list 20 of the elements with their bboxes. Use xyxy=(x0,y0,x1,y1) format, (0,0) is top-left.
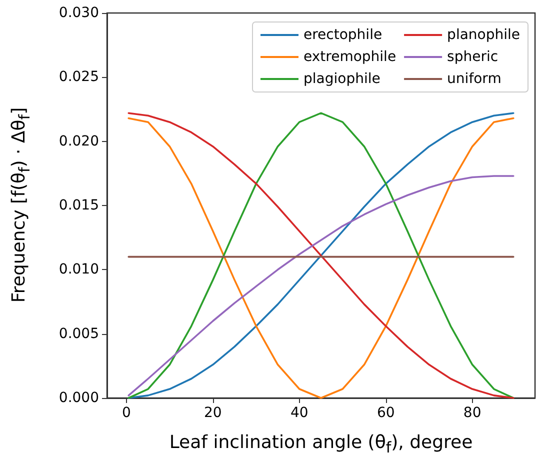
x-tick-label: 80 xyxy=(463,405,482,421)
y-tick-label: 0.010 xyxy=(58,262,99,278)
y-tick-label: 0.020 xyxy=(58,133,99,150)
y-tick-label: 0.000 xyxy=(58,390,99,406)
legend-label: planophile xyxy=(447,27,520,43)
line-series xyxy=(128,175,514,396)
legend-label: erectophile xyxy=(303,27,382,43)
x-tick-label: 0 xyxy=(122,405,131,421)
y-tick-label: 0.025 xyxy=(58,69,99,86)
y-tick-label: 0.005 xyxy=(58,326,99,342)
legend-label: spheric xyxy=(447,49,498,65)
x-tick-label: 60 xyxy=(376,405,395,421)
x-tick-label: 20 xyxy=(204,405,222,421)
y-tick-label: 0.030 xyxy=(58,5,99,21)
y-tick-label: 0.015 xyxy=(58,198,99,214)
legend-label: plagiophile xyxy=(303,71,380,87)
x-axis-title: Leaf inclination angle (θ$_{f}$), degree xyxy=(168,432,474,459)
legend-label: extremophile xyxy=(303,49,396,65)
x-tick-label: 40 xyxy=(290,405,308,421)
legend-label: uniform xyxy=(447,71,502,87)
